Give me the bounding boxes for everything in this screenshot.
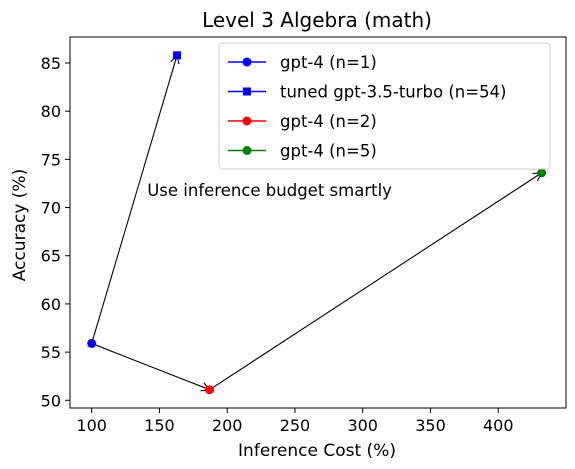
x-tick-label: 300 <box>347 416 378 435</box>
legend-marker <box>243 87 251 96</box>
legend-entry: gpt-4 (n=2) <box>228 112 377 131</box>
chart-title: Level 3 Algebra (math) <box>202 8 432 32</box>
arrow-shaft <box>209 172 542 391</box>
legend-marker <box>242 116 252 126</box>
x-tick-label: 350 <box>415 416 446 435</box>
legend-label: gpt-4 (n=2) <box>280 112 377 131</box>
y-axis-label: Accuracy (%) <box>10 169 30 281</box>
legend-label: tuned gpt-3.5-turbo (n=54) <box>280 83 507 102</box>
y-tick-label: 60 <box>41 295 61 314</box>
legend-entry: gpt-4 (n=1) <box>228 53 377 72</box>
y-tick-label: 85 <box>41 54 61 73</box>
x-tick-label: 400 <box>483 416 514 435</box>
annotations: Use inference budget smartly <box>147 181 392 200</box>
x-tick-label: 100 <box>76 416 107 435</box>
legend-label: gpt-4 (n=1) <box>280 53 377 72</box>
data-point <box>173 51 182 60</box>
data-point <box>537 168 547 178</box>
arrow <box>209 172 543 391</box>
plot-area <box>69 36 567 409</box>
y-tick-label: 70 <box>41 199 61 218</box>
legend-marker <box>242 57 252 67</box>
y-tick-label: 75 <box>41 150 61 169</box>
arrow-shaft <box>91 342 210 391</box>
data-point <box>205 385 215 395</box>
x-axis-label: Inference Cost (%) <box>238 441 396 461</box>
x-tick-label: 250 <box>280 416 311 435</box>
legend-entry: gpt-4 (n=5) <box>228 142 377 161</box>
y-tick-label: 55 <box>41 343 61 362</box>
legend-label: gpt-4 (n=5) <box>280 142 377 161</box>
annotation-text: Use inference budget smartly <box>147 181 392 200</box>
legend-marker <box>242 146 252 155</box>
arrow <box>91 342 211 392</box>
x-tick-label: 150 <box>144 416 175 435</box>
legend-box <box>218 42 551 170</box>
data-points <box>87 51 547 395</box>
y-tick-label: 80 <box>41 102 61 121</box>
arrow-shaft <box>91 55 178 344</box>
y-tick-label: 65 <box>41 247 61 266</box>
legend: gpt-4 (n=1) tuned gpt-3.5-turbo (n=54) gpt… <box>218 42 551 170</box>
axis-ticks: 100 150 200 250 300 350 400 50 55 60 65 70 75 80 85 <box>41 54 514 435</box>
y-tick-label: 50 <box>41 391 61 410</box>
data-point <box>87 338 97 348</box>
x-tick-label: 200 <box>212 416 243 435</box>
plot-frame <box>69 36 567 409</box>
legend-entry: tuned gpt-3.5-turbo (n=54) <box>228 83 507 102</box>
